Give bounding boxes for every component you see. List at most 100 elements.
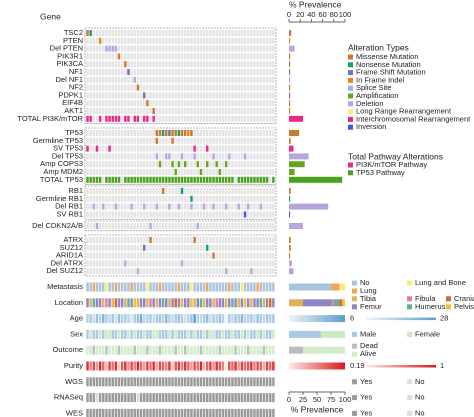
legend-label: No [415, 393, 425, 402]
clinical-cell [108, 314, 111, 324]
empty-cell [272, 30, 275, 36]
alteration-cell [224, 176, 228, 183]
empty-cell [158, 195, 162, 202]
alteration-cell [102, 203, 105, 210]
alteration-cell [237, 203, 240, 210]
clinical-cell [243, 314, 247, 324]
empty-cell [98, 188, 102, 194]
empty-cell [149, 37, 152, 44]
clinical-cell [102, 282, 105, 292]
empty-cell [183, 145, 187, 152]
legend-label: Interchromosomal Rearrangement [356, 114, 471, 123]
alteration-cell [124, 115, 127, 122]
empty-cell [256, 100, 259, 107]
empty-cell [86, 260, 89, 267]
clinical-cell [234, 329, 237, 339]
empty-cell [86, 237, 89, 243]
clinical-cell [168, 361, 171, 371]
empty-cell [196, 108, 199, 114]
empty-cell [98, 108, 102, 114]
clinical-cell [196, 345, 199, 355]
empty-cell [149, 76, 152, 83]
clinical-cell [102, 361, 105, 371]
empty-cell [265, 69, 269, 75]
empty-cell [206, 211, 209, 218]
empty-cell [130, 61, 133, 68]
alteration-cell [146, 176, 149, 183]
empty-cell [272, 137, 275, 144]
empty-cell [234, 69, 237, 75]
clinical-cell [202, 282, 206, 292]
empty-cell [120, 188, 124, 194]
empty-cell [155, 260, 159, 267]
group-box [84, 127, 277, 185]
empty-cell [193, 115, 196, 122]
clinical-cell [158, 314, 162, 324]
empty-cell [183, 61, 187, 68]
empty-cell [269, 252, 272, 259]
empty-cell [161, 69, 165, 75]
legend-label: Tibia [360, 294, 377, 303]
empty-cell [215, 169, 218, 175]
clinical-cell [133, 361, 136, 371]
clinical-cell [199, 314, 203, 324]
empty-cell [199, 153, 203, 160]
empty-cell [234, 145, 237, 152]
empty-cell [120, 92, 124, 99]
empty-cell [124, 223, 127, 229]
empty-cell [149, 252, 152, 259]
empty-cell [86, 69, 89, 75]
clinical-cell [221, 314, 225, 324]
clinical-cell [149, 393, 152, 403]
empty-cell [98, 145, 102, 152]
empty-cell [240, 130, 244, 136]
empty-cell [259, 211, 262, 218]
empty-cell [231, 37, 234, 44]
clinical-cell [105, 314, 108, 324]
empty-cell [111, 153, 114, 160]
empty-cell [224, 108, 228, 114]
empty-cell [108, 244, 111, 251]
empty-cell [146, 223, 149, 229]
empty-cell [117, 161, 121, 168]
legend-label: No [360, 278, 370, 287]
empty-cell [259, 130, 262, 136]
empty-cell [127, 37, 130, 44]
alteration-cell [92, 203, 96, 210]
empty-cell [269, 169, 272, 175]
empty-cell [133, 108, 136, 114]
empty-cell [240, 260, 244, 267]
empty-cell [269, 237, 272, 243]
empty-cell [237, 237, 240, 243]
empty-cell [269, 137, 272, 144]
empty-cell [124, 188, 127, 194]
empty-cell [228, 211, 231, 218]
empty-cell [218, 69, 222, 75]
empty-cell [190, 100, 193, 107]
empty-cell [190, 153, 193, 160]
empty-cell [127, 153, 130, 160]
empty-cell [193, 223, 196, 229]
empty-cell [149, 244, 152, 251]
clinical-cell [190, 393, 193, 403]
empty-cell [158, 84, 162, 91]
clinical-cell [120, 377, 124, 387]
clinical-cell [111, 298, 114, 308]
empty-cell [256, 108, 259, 114]
empty-cell [152, 137, 155, 144]
clinical-cell [250, 314, 253, 324]
axis-label-top: % Prevalence [289, 0, 342, 9]
clinical-cell [139, 361, 143, 371]
clinical-cell [212, 298, 215, 308]
alteration-cell [212, 153, 215, 160]
clinical-cell [259, 408, 262, 417]
clinical-cell [199, 393, 203, 403]
empty-cell [256, 37, 259, 44]
alteration-cell [152, 115, 155, 122]
clinical-cell [105, 282, 108, 292]
empty-cell [262, 268, 266, 275]
clinical-cell [243, 377, 247, 387]
prevalence-bar [289, 84, 291, 91]
empty-cell [231, 195, 234, 202]
empty-cell [228, 188, 231, 194]
